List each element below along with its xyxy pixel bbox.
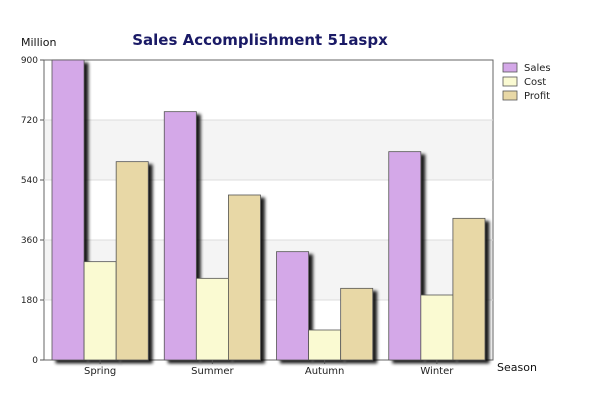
legend-label-profit: Profit <box>524 91 550 102</box>
y-axis-unit-label: Million <box>21 36 56 49</box>
bar-sales-summer <box>163 111 197 361</box>
legend-swatch-cost <box>502 76 518 87</box>
x-tick-label: Summer <box>191 366 234 377</box>
y-axis-ticks: 0 180 360 540 720 900 <box>21 56 44 366</box>
bar-profit-autumn <box>340 287 374 361</box>
bar-sales-spring <box>51 59 85 361</box>
legend-swatch-sales <box>502 62 518 73</box>
legend-label-cost: Cost <box>524 77 546 88</box>
bar-profit-summer <box>228 194 261 361</box>
bar-sales-winter <box>388 151 422 361</box>
bar-profit-spring <box>115 161 149 361</box>
bar-cost-summer <box>195 277 229 361</box>
x-axis-labels: Spring Summer Autumn Winter <box>84 360 454 377</box>
y-tick-label: 360 <box>21 236 38 246</box>
bar-cost-spring <box>83 261 117 361</box>
x-axis-label: Season <box>497 361 537 374</box>
y-tick-label: 180 <box>21 296 38 306</box>
x-tick-label: Spring <box>84 366 116 377</box>
y-tick-label: 720 <box>21 116 38 126</box>
x-tick-label: Winter <box>420 366 454 377</box>
legend-swatch-profit <box>502 90 518 101</box>
bar-cost-autumn <box>308 329 342 361</box>
y-tick-label: 540 <box>21 176 38 186</box>
x-tick-label: Autumn <box>305 366 345 377</box>
bar-sales-autumn <box>276 251 309 361</box>
bar-cost-winter <box>420 294 454 361</box>
grid-band <box>45 120 492 180</box>
chart-title: Sales Accomplishment 51aspx <box>132 31 388 49</box>
y-tick-label: 900 <box>21 56 38 66</box>
legend-label-sales: Sales <box>524 63 551 74</box>
bar-profit-winter <box>452 217 486 361</box>
y-tick-label: 0 <box>32 356 38 366</box>
legend: Sales Cost Profit <box>502 62 551 102</box>
